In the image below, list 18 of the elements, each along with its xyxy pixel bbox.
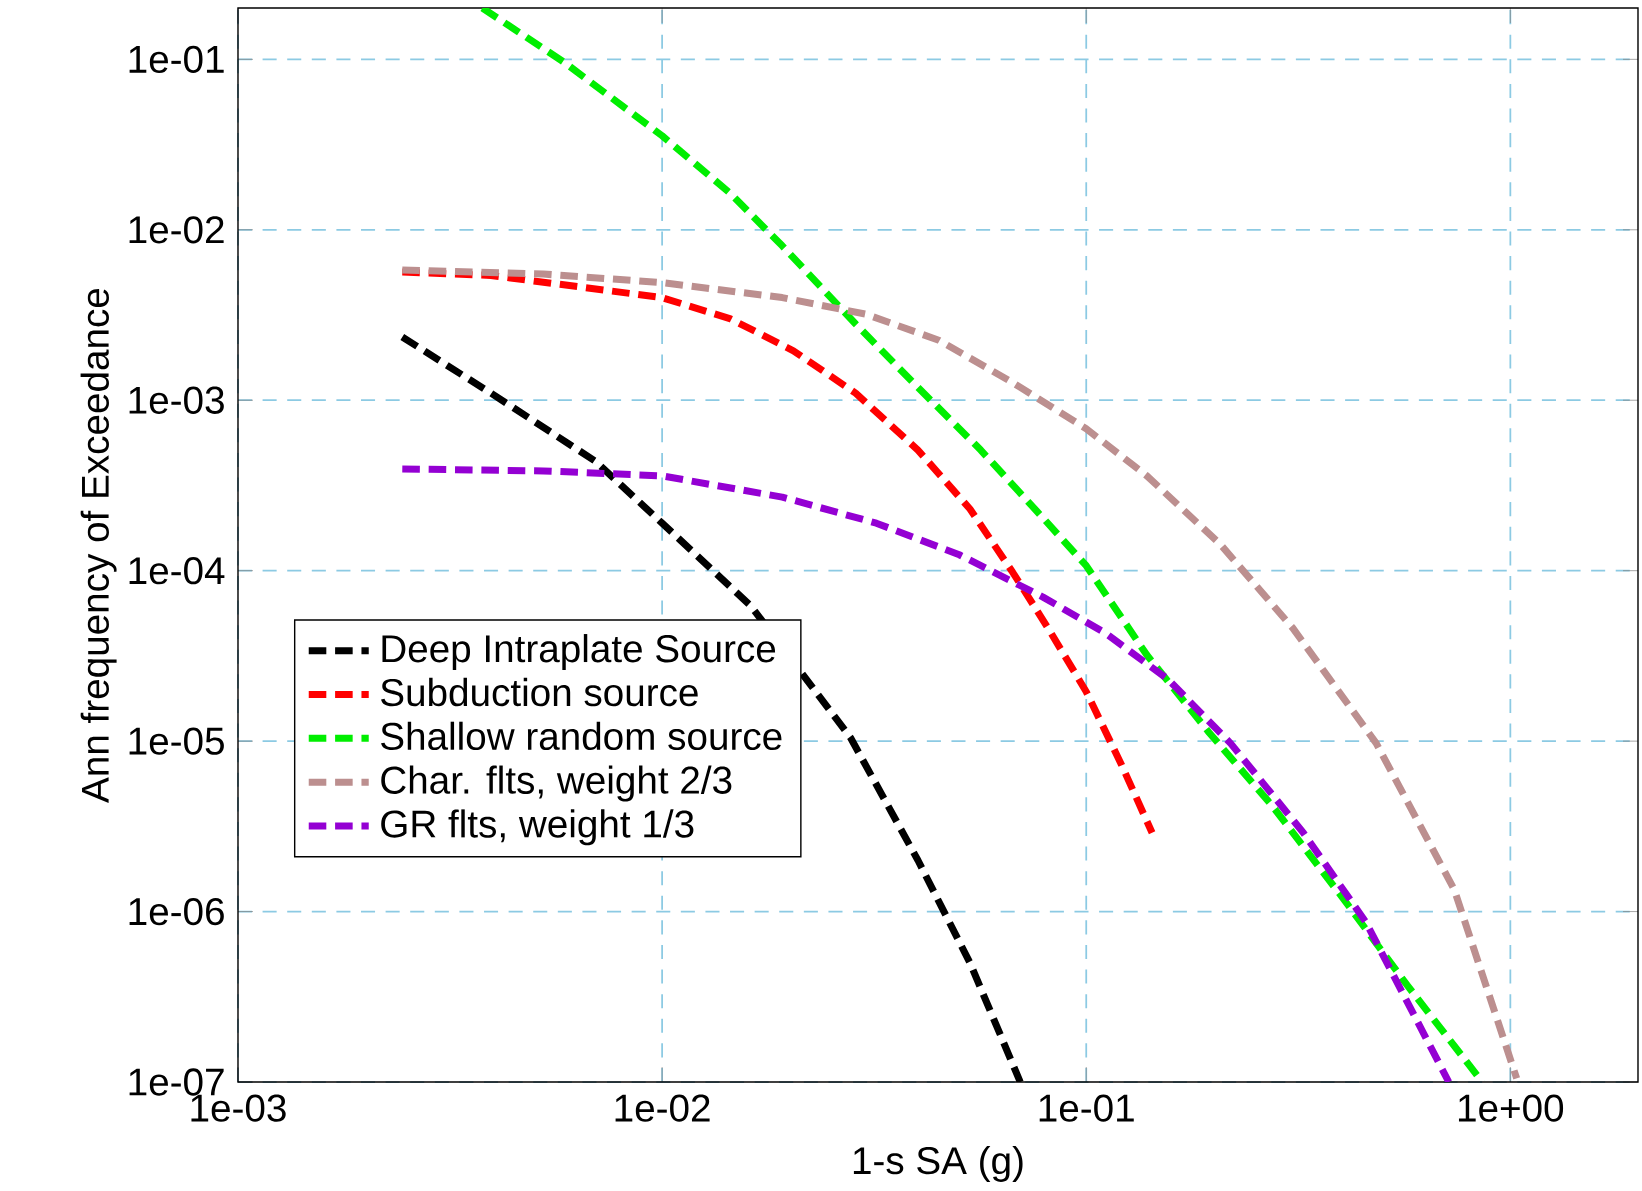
y-tick-label: 1e-05 [129, 727, 224, 755]
x-tick-label: 1e-03 [191, 1094, 286, 1122]
y-tick-label: 1e-01 [129, 45, 224, 74]
y-tick-label: 1e-06 [129, 897, 224, 926]
legend-label: Char. flts, weight 2/3 [381, 765, 732, 802]
legend-label: Deep Intraplate Source [382, 634, 776, 671]
legend-label: Shallow random source [381, 721, 782, 751]
y-tick-label: 1e-04 [129, 557, 225, 585]
y-axis-title: Ann frequency of Exceedance [80, 288, 117, 803]
x-axis-title: 1-s SA (g) [853, 1145, 1023, 1182]
x-tick-label: 1e+00 [1458, 1094, 1564, 1122]
y-tick-label: 1e-03 [129, 386, 224, 414]
y-tick-label: 1e-07 [129, 1068, 224, 1096]
x-tick-label: 1e-01 [1039, 1094, 1134, 1122]
legend-label: GR flts, weight 1/3 [381, 809, 694, 846]
x-tick-label: 1e-02 [615, 1094, 710, 1122]
legend-label: Subduction source [381, 677, 698, 707]
y-tick-label: 1e-02 [129, 216, 224, 244]
